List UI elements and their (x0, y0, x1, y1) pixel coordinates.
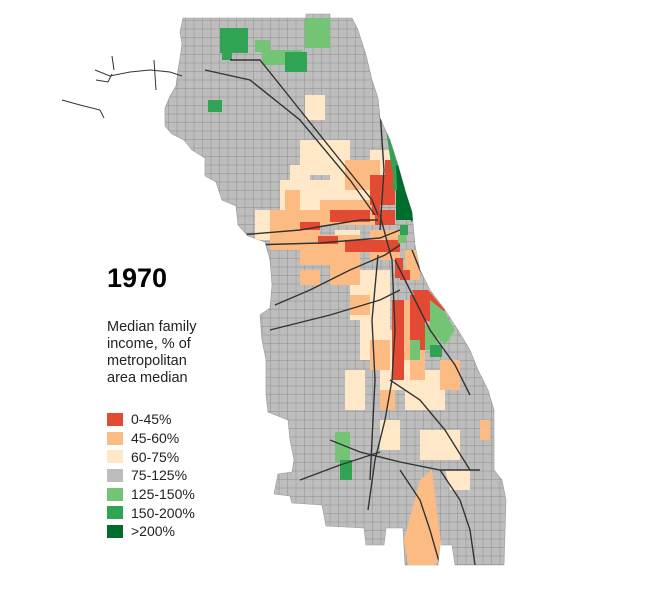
income-zone (285, 52, 307, 72)
income-zone (372, 195, 380, 215)
outside-road (153, 59, 157, 91)
income-zone (398, 235, 406, 243)
income-zone (305, 95, 325, 120)
major-road (399, 469, 441, 565)
legend-label: 125-150% (131, 486, 195, 503)
income-zone (300, 222, 320, 230)
legend-item: 45-60% (107, 429, 195, 448)
subtitle-line: Median family (107, 319, 197, 335)
legend-label: >200% (131, 523, 175, 540)
subtitle-line: income, % of (107, 336, 191, 352)
legend-item: 60-75% (107, 447, 195, 466)
major-road (394, 259, 471, 396)
income-zone (300, 270, 320, 285)
legend-swatch (107, 524, 123, 538)
income-zone (380, 420, 400, 450)
legend-label: 60-75% (131, 448, 180, 465)
income-zone (340, 460, 352, 480)
income-zone (330, 210, 370, 222)
legend-subtitle: Median family income, % of metropolitan … (107, 319, 227, 387)
income-zone (380, 390, 395, 410)
major-road (367, 214, 396, 511)
legend-label: 45-60% (131, 430, 180, 447)
income-zone (396, 165, 415, 222)
income-zone (440, 360, 460, 390)
outside-roads (61, 55, 183, 119)
income-zone (400, 270, 410, 280)
legend: 0-45% 45-60% 60-75% 75-125% 125-150% 150… (107, 410, 195, 541)
income-zone (445, 470, 470, 490)
legend-item: 0-45% (107, 410, 195, 429)
income-zone (350, 295, 370, 315)
income-zone (255, 40, 270, 52)
major-road (299, 451, 381, 481)
income-zone (345, 370, 365, 410)
outside-road (111, 55, 115, 71)
outside-road (95, 73, 113, 83)
subtitle-line: area median (107, 370, 188, 386)
income-zone (335, 432, 350, 462)
legend-item: 150-200% (107, 503, 195, 522)
major-road (249, 229, 401, 246)
major-road (439, 469, 476, 565)
legend-swatch (107, 412, 123, 426)
major-road (239, 219, 378, 236)
major-roads (204, 59, 480, 565)
income-zone (400, 225, 408, 235)
legend-item: 75-125% (107, 466, 195, 485)
income-zone (208, 100, 222, 112)
income-zone (345, 240, 400, 252)
major-road (389, 379, 471, 471)
income-zone (410, 340, 420, 360)
legend-swatch (107, 450, 123, 464)
legend-item: >200% (107, 522, 195, 541)
map-year-title: 1970 (107, 263, 168, 293)
income-zone (285, 190, 300, 210)
major-road (230, 59, 379, 216)
income-zone (318, 236, 338, 244)
major-road (269, 289, 401, 331)
legend-item: 125-150% (107, 485, 195, 504)
income-zone (380, 90, 390, 110)
major-road (369, 254, 379, 481)
income-zone (222, 40, 232, 60)
income-zone (305, 18, 330, 48)
major-road (204, 69, 376, 216)
income-zone (420, 430, 460, 460)
subtitle-line: metropolitan (107, 353, 187, 369)
legend-label: 0-45% (131, 411, 172, 428)
outside-road (61, 99, 105, 119)
legend-label: 150-200% (131, 504, 195, 521)
legend-swatch (107, 506, 123, 520)
legend-swatch (107, 431, 123, 445)
major-road (329, 439, 480, 471)
income-zone (385, 160, 395, 180)
legend-swatch (107, 468, 123, 482)
legend-swatch (107, 487, 123, 501)
income-zone (480, 420, 490, 440)
income-zone (290, 165, 310, 180)
legend-label: 75-125% (131, 467, 188, 484)
income-zone (430, 345, 442, 357)
income-zone (370, 340, 390, 370)
income-zone (430, 300, 455, 345)
outside-road (94, 69, 183, 77)
